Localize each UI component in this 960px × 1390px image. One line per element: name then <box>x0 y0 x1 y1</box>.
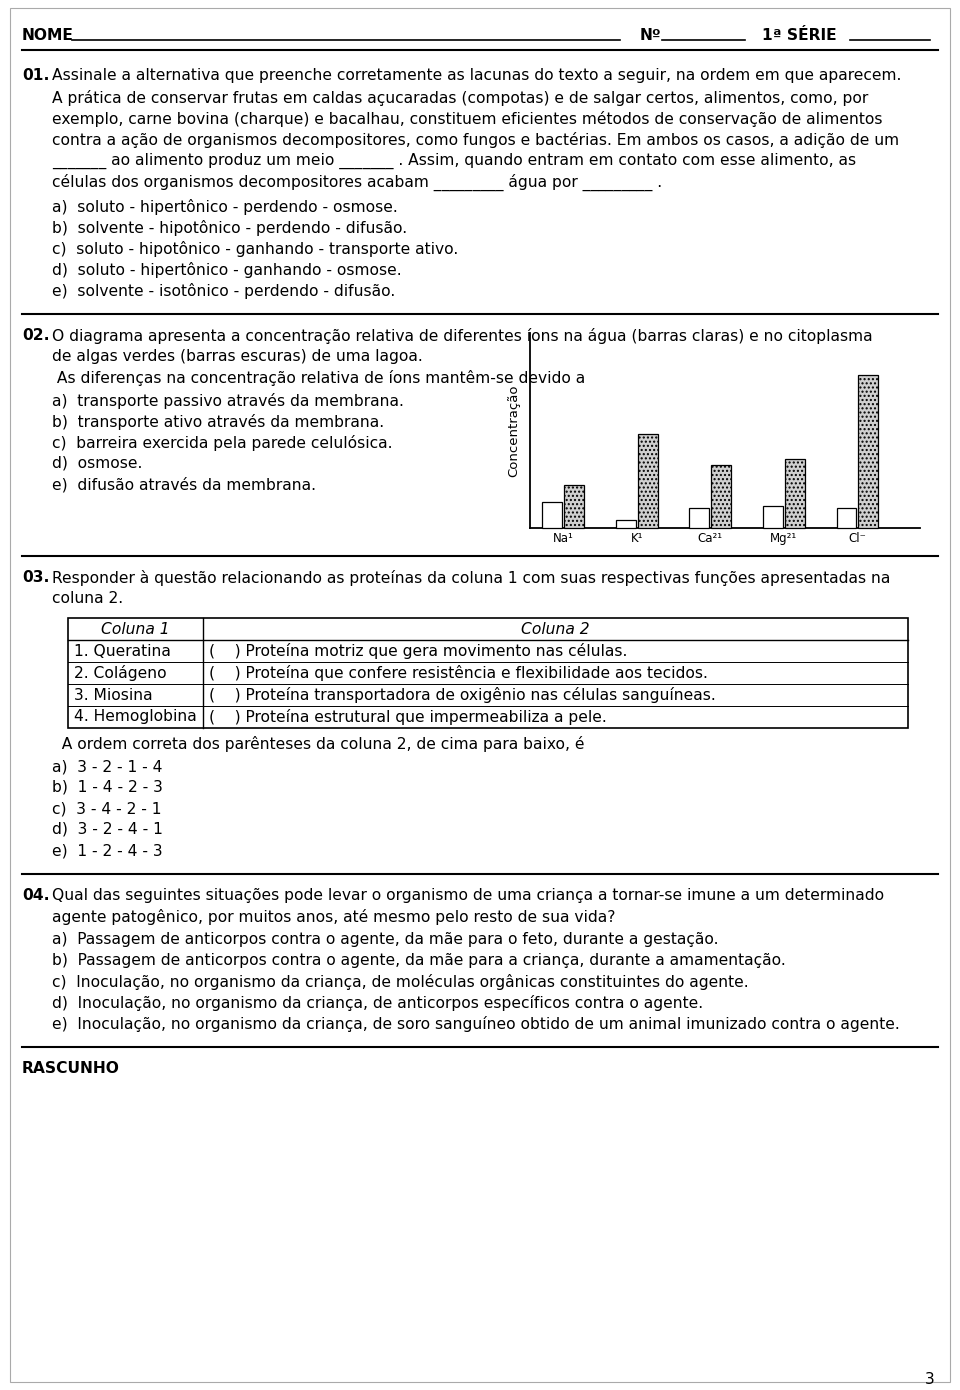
Text: Concentração: Concentração <box>508 384 520 477</box>
Text: c)  Inoculação, no organismo da criança, de moléculas orgânicas constituintes do: c) Inoculação, no organismo da criança, … <box>52 974 749 990</box>
Text: 1. Queratina: 1. Queratina <box>74 644 171 659</box>
Text: RASCUNHO: RASCUNHO <box>22 1061 120 1076</box>
Text: Coluna 2: Coluna 2 <box>521 621 589 637</box>
Text: e)  solvente - isotônico - perdendo - difusão.: e) solvente - isotônico - perdendo - dif… <box>52 284 396 299</box>
Text: 3. Miosina: 3. Miosina <box>74 688 153 702</box>
Text: de algas verdes (barras escuras) de uma lagoa.: de algas verdes (barras escuras) de uma … <box>52 349 422 364</box>
Text: a)  transporte passivo através da membrana.: a) transporte passivo através da membran… <box>52 393 404 409</box>
Bar <box>836 509 856 528</box>
Text: a)  3 - 2 - 1 - 4: a) 3 - 2 - 1 - 4 <box>52 759 162 774</box>
Text: Na¹: Na¹ <box>553 532 573 545</box>
Text: c)  soluto - hipotônico - ganhando - transporte ativo.: c) soluto - hipotônico - ganhando - tran… <box>52 240 458 257</box>
Text: d)  3 - 2 - 4 - 1: d) 3 - 2 - 4 - 1 <box>52 821 163 837</box>
Text: A prática de conservar frutas em caldas açucaradas (compotas) e de salgar certos: A prática de conservar frutas em caldas … <box>52 90 868 106</box>
Text: c)  barreira exercida pela parede celulósica.: c) barreira exercida pela parede celulós… <box>52 435 393 450</box>
Bar <box>637 434 658 528</box>
Text: b)  Passagem de anticorpos contra o agente, da mãe para a criança, durante a ama: b) Passagem de anticorpos contra o agent… <box>52 954 785 967</box>
Text: (    ) Proteína transportadora de oxigênio nas células sanguíneas.: ( ) Proteína transportadora de oxigênio … <box>209 687 716 703</box>
Text: e)  1 - 2 - 4 - 3: e) 1 - 2 - 4 - 3 <box>52 842 162 858</box>
Text: Ca²¹: Ca²¹ <box>698 532 723 545</box>
Text: agente patogênico, por muitos anos, até mesmo pelo resto de sua vida?: agente patogênico, por muitos anos, até … <box>52 909 615 924</box>
Text: a)  Passagem de anticorpos contra o agente, da mãe para o feto, durante a gestaç: a) Passagem de anticorpos contra o agent… <box>52 933 718 947</box>
Text: Responder à questão relacionando as proteínas da coluna 1 com suas respectivas f: Responder à questão relacionando as prot… <box>52 570 890 587</box>
Text: Assinale a alternativa que preenche corretamente as lacunas do texto a seguir, n: Assinale a alternativa que preenche corr… <box>52 68 901 83</box>
Text: a)  soluto - hipertônico - perdendo - osmose.: a) soluto - hipertônico - perdendo - osm… <box>52 199 397 215</box>
Text: O diagrama apresenta a concentração relativa de diferentes íons na água (barras : O diagrama apresenta a concentração rela… <box>52 328 873 343</box>
Text: 4. Hemoglobina: 4. Hemoglobina <box>74 709 197 724</box>
Bar <box>615 520 636 528</box>
Bar <box>785 459 804 528</box>
Text: Cl⁻: Cl⁻ <box>849 532 866 545</box>
Text: Coluna 1: Coluna 1 <box>101 621 170 637</box>
Text: Qual das seguintes situações pode levar o organismo de uma criança a tornar-se i: Qual das seguintes situações pode levar … <box>52 888 884 904</box>
Text: c)  3 - 4 - 2 - 1: c) 3 - 4 - 2 - 1 <box>52 801 161 816</box>
Text: 01.: 01. <box>22 68 50 83</box>
Text: (    ) Proteína motriz que gera movimento nas células.: ( ) Proteína motriz que gera movimento n… <box>209 644 628 659</box>
Text: 02.: 02. <box>22 328 50 343</box>
Bar <box>542 502 563 528</box>
Bar <box>858 374 878 528</box>
Text: (    ) Proteína que confere resistência e flexibilidade aos tecidos.: ( ) Proteína que confere resistência e f… <box>209 664 708 681</box>
Text: b)  transporte ativo através da membrana.: b) transporte ativo através da membrana. <box>52 414 384 430</box>
Text: K¹: K¹ <box>631 532 643 545</box>
Text: Nº: Nº <box>640 28 661 43</box>
Text: 04.: 04. <box>22 888 50 904</box>
Text: e)  Inoculação, no organismo da criança, de soro sanguíneo obtido de um animal i: e) Inoculação, no organismo da criança, … <box>52 1016 900 1031</box>
Text: _______ ao alimento produz um meio _______ . Assim, quando entram em contato com: _______ ao alimento produz um meio _____… <box>52 153 856 170</box>
Text: d)  Inoculação, no organismo da criança, de anticorpos específicos contra o agen: d) Inoculação, no organismo da criança, … <box>52 995 703 1011</box>
Bar <box>763 506 782 528</box>
Bar <box>68 619 908 728</box>
Text: (    ) Proteína estrutural que impermeabiliza a pele.: ( ) Proteína estrutural que impermeabili… <box>209 709 607 726</box>
Text: exemplo, carne bovina (charque) e bacalhau, constituem eficientes métodos de con: exemplo, carne bovina (charque) e bacalh… <box>52 111 882 126</box>
Bar <box>689 509 709 528</box>
Text: 1ª SÉRIE: 1ª SÉRIE <box>762 28 836 43</box>
Text: células dos organismos decompositores acabam _________ água por _________ .: células dos organismos decompositores ac… <box>52 174 662 192</box>
Text: A ordem correta dos parênteses da coluna 2, de cima para baixo, é: A ordem correta dos parênteses da coluna… <box>52 735 585 752</box>
Text: NOME: NOME <box>22 28 74 43</box>
Text: d)  osmose.: d) osmose. <box>52 456 142 471</box>
Text: As diferenças na concentração relativa de íons mantêm-se devido a: As diferenças na concentração relativa d… <box>52 370 586 386</box>
Text: contra a ação de organismos decompositores, como fungos e bactérias. Em ambos os: contra a ação de organismos decompositor… <box>52 132 900 147</box>
Text: coluna 2.: coluna 2. <box>52 591 123 606</box>
Text: d)  soluto - hipertônico - ganhando - osmose.: d) soluto - hipertônico - ganhando - osm… <box>52 261 401 278</box>
Text: b)  solvente - hipotônico - perdendo - difusão.: b) solvente - hipotônico - perdendo - di… <box>52 220 407 236</box>
Bar <box>711 466 732 528</box>
Text: 2. Colágeno: 2. Colágeno <box>74 664 167 681</box>
Text: 3: 3 <box>925 1372 935 1387</box>
Text: 03.: 03. <box>22 570 50 585</box>
Text: b)  1 - 4 - 2 - 3: b) 1 - 4 - 2 - 3 <box>52 780 163 795</box>
Bar <box>564 485 584 528</box>
Text: e)  difusão através da membrana.: e) difusão através da membrana. <box>52 477 316 492</box>
Text: Mg²¹: Mg²¹ <box>770 532 798 545</box>
